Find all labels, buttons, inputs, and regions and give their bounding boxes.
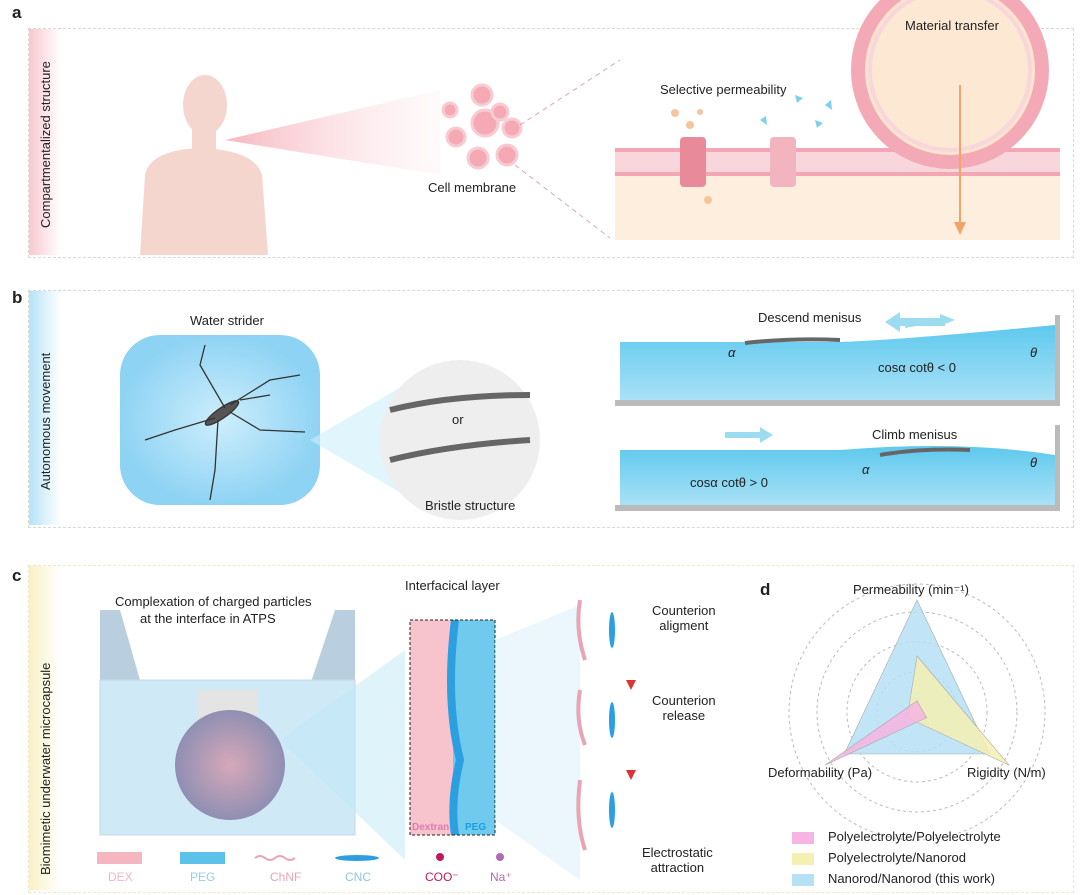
radar-legend-label: Polyelectrolyte/Polyelectrolyte xyxy=(828,829,1001,844)
panel-c-strip xyxy=(29,566,61,890)
arrow-left xyxy=(885,312,945,332)
panel-a-side-title: Compartmentalized structure xyxy=(38,61,53,228)
panel-b-side-title: Autonomous movement xyxy=(38,352,53,490)
bristle-zoom xyxy=(380,360,540,520)
interfacial-layer-label: Interfacical layer xyxy=(405,578,500,593)
panel-c-frame xyxy=(28,565,1074,893)
human-silhouette xyxy=(140,75,268,255)
material-transfer-label: Material transfer xyxy=(905,18,999,33)
panel-d-label: d xyxy=(760,580,771,599)
complexation-label-1: Complexation of charged particles xyxy=(115,594,312,609)
equation-top: cosα cotθ < 0 xyxy=(878,360,956,375)
legend-peg: PEG xyxy=(190,870,216,884)
peg-phase xyxy=(453,620,495,835)
cells xyxy=(441,83,523,170)
legend-coo: COO⁻ xyxy=(425,870,459,884)
channel-protein-1 xyxy=(680,137,706,187)
radar-legend-swatch xyxy=(792,853,814,865)
vesicle xyxy=(851,0,1049,169)
radar-axis-deformability: Deformability (Pa) xyxy=(768,765,873,780)
dextran-phase xyxy=(410,620,453,835)
legend-chnf: ChNF xyxy=(270,870,302,884)
panel-a-frame xyxy=(28,28,1074,258)
radar-series-0 xyxy=(824,700,928,766)
climb-label: Climb menisus xyxy=(872,427,958,442)
dextran-label: Dextran xyxy=(412,822,450,833)
alpha-top: α xyxy=(728,345,736,360)
radar-legend-label: Polyelectrolyte/Nanorod xyxy=(828,850,967,865)
equation-bottom: cosα cotθ > 0 xyxy=(690,475,768,490)
radar-chart xyxy=(788,583,1046,841)
step-electrostatic: Electrostatic attraction xyxy=(642,845,713,875)
legend-na: Na⁺ xyxy=(490,870,512,884)
radar-grid-ring xyxy=(788,583,1046,841)
alpha-bottom: α xyxy=(862,462,870,477)
legend-cnc: CNC xyxy=(345,870,371,884)
step-release: Counterion release xyxy=(652,693,716,723)
panel-c-label: c xyxy=(12,566,22,585)
panel-a-label: a xyxy=(12,3,22,22)
or-label: or xyxy=(452,412,464,427)
panel-b-label: b xyxy=(12,288,23,307)
zoom-beam-a xyxy=(225,90,440,175)
theta-bottom: θ xyxy=(1030,455,1038,470)
channel-protein-2 xyxy=(770,137,796,187)
descend-label: Descend menisus xyxy=(758,310,862,325)
complexation-label-2: at the interface in ATPS xyxy=(140,611,276,626)
water-bottom xyxy=(620,446,1055,505)
panel-a-strip xyxy=(29,29,61,255)
radar-axis-permeability: Permeability (min⁻¹) xyxy=(853,582,969,597)
radar-grid-ring xyxy=(846,641,988,783)
panel-b-strip xyxy=(29,291,61,525)
panel-c-side-title: Biomimetic underwater microcapsule xyxy=(38,662,53,875)
theta-top: θ xyxy=(1030,345,1038,360)
panel-b-frame xyxy=(28,290,1074,528)
radar-axis-rigidity: Rigidity (N/m) xyxy=(967,765,1046,780)
microcapsule xyxy=(175,710,285,820)
peg-layer-label: PEG xyxy=(465,822,487,833)
legend-dex: DEX xyxy=(108,870,133,884)
water-strider xyxy=(144,344,306,501)
radar-legend-label: Nanorod/Nanorod (this work) xyxy=(828,871,995,886)
bristle-structure-label: Bristle structure xyxy=(425,498,516,513)
legend-swatches xyxy=(97,852,504,864)
selective-permeability-label: Selective permeability xyxy=(660,82,787,97)
radar-series-1 xyxy=(906,655,1010,766)
water-strider-label: Water strider xyxy=(190,313,264,328)
step-alignment: Counterion aligment xyxy=(652,603,716,633)
radar-legend-swatch xyxy=(792,832,814,844)
water-top xyxy=(620,325,1055,400)
cell-membrane-label: Cell membrane xyxy=(428,180,517,195)
radar-legend-swatch xyxy=(792,874,814,886)
